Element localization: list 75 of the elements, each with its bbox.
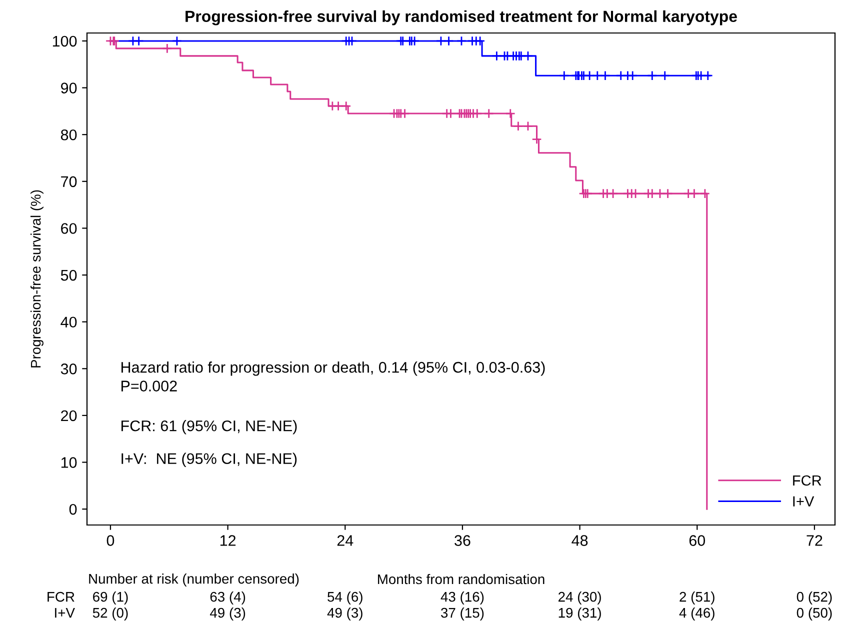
point [484,108,494,119]
x-tick-label: 48 [572,535,588,546]
text: 49 (3) [327,608,362,620]
y-tick-label: 0 [69,504,77,515]
y-axis-title: Progression-free survival (%) [30,190,44,368]
point [584,70,595,81]
point [172,36,182,46]
point [436,36,446,46]
text: 2 (51) [680,592,714,604]
point [702,70,713,81]
text: 52 (0) [92,608,128,620]
chart-title: Progression-free survival by randomised treatment for Normal karyotype [186,10,737,26]
point [456,36,467,46]
annotation: Hazard ratio for progression or death, 0.14 (95% CI, 0.03-0.63) [122,362,545,376]
y-tick-label: 100 [52,36,77,47]
text: FCR [48,592,74,602]
x-tick-label: 36 [454,535,470,546]
point [409,36,420,46]
text: Number at risk (number censored) [89,574,299,586]
y-tick-label: 60 [61,223,77,234]
text: 69 (1) [93,592,128,604]
text: 43 (16) [440,592,484,604]
y-tick-label: 50 [60,270,77,281]
point [600,70,610,81]
text: 37 (15) [440,608,484,620]
point [341,100,352,112]
y-tick-label: 30 [60,364,77,374]
text: 0 (52) [796,592,832,604]
point [654,188,666,199]
text: I+V [55,608,75,618]
point [660,70,670,81]
x-tick-label: 0 [106,535,114,546]
point [513,121,524,132]
y-tick-label: 70 [61,176,77,188]
x-tick-label: 60 [689,535,706,546]
text: 49 (3) [210,608,246,620]
annotation: FCR: 61 (95% CI, NE-NE) [122,420,297,434]
legend-label: FCR [793,475,822,486]
point [346,36,358,46]
text: 24 (30) [558,592,601,604]
point [444,36,454,46]
point [616,70,626,81]
point [492,50,502,62]
x-tick-label: 12 [220,535,236,546]
y-tick-label: 80 [60,129,77,140]
text: 0 (50) [796,608,832,620]
legend-label: I+V [793,496,814,506]
annotation: P=0.002 [122,380,177,392]
point [647,70,658,81]
point [559,70,570,81]
y-tick-label: 90 [61,82,77,94]
point [689,188,700,199]
y-tick-label: 20 [61,410,77,422]
x-tick-label: 72 [806,535,822,546]
point [522,121,534,132]
x-axis-title: Months from randomisation [378,574,544,584]
point [162,43,172,54]
point [333,100,344,112]
point [505,108,516,119]
annotation: I+V: NE (95% CI, NE-NE) [122,452,297,468]
x-tick-label: 24 [337,535,354,546]
point [592,70,602,81]
point [608,188,618,199]
y-tick-label: 40 [60,316,77,328]
point [696,70,706,81]
text: 19 (31) [558,608,601,620]
point [700,188,710,199]
point [134,36,144,46]
point [522,50,534,62]
text: 63 (4) [210,592,246,604]
point [628,70,638,81]
text: 4 (46) [679,608,714,620]
point [662,188,673,199]
text: 54 (6) [328,592,362,604]
y-tick-label: 10 [61,457,77,468]
